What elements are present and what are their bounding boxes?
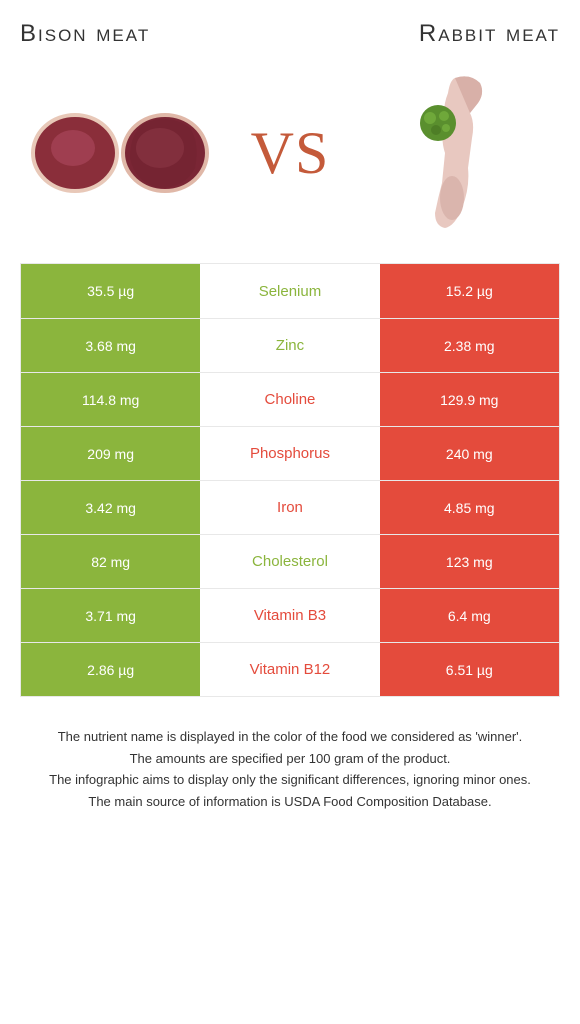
nutrient-name: Vitamin B12 — [200, 643, 379, 696]
value-left: 114.8 mg — [21, 373, 200, 426]
bison-meat-image — [20, 78, 220, 228]
value-right: 240 mg — [380, 427, 559, 480]
nutrient-name: Cholesterol — [200, 535, 379, 588]
table-row: 209 mgPhosphorus240 mg — [21, 426, 559, 480]
nutrient-name: Vitamin B3 — [200, 589, 379, 642]
vs-icon: VS — [251, 119, 330, 188]
footer-line-3: The infographic aims to display only the… — [30, 770, 550, 790]
left-food-title: Bison meat — [20, 20, 150, 48]
table-row: 82 mgCholesterol123 mg — [21, 534, 559, 588]
footer-notes: The nutrient name is displayed in the co… — [20, 727, 560, 813]
nutrient-name: Zinc — [200, 319, 379, 372]
value-right: 6.51 µg — [380, 643, 559, 696]
value-left: 82 mg — [21, 535, 200, 588]
table-row: 3.42 mgIron4.85 mg — [21, 480, 559, 534]
value-left: 3.71 mg — [21, 589, 200, 642]
table-row: 35.5 µgSelenium15.2 µg — [21, 264, 559, 318]
footer-line-2: The amounts are specified per 100 gram o… — [30, 749, 550, 769]
value-left: 3.42 mg — [21, 481, 200, 534]
table-row: 3.68 mgZinc2.38 mg — [21, 318, 559, 372]
footer-line-1: The nutrient name is displayed in the co… — [30, 727, 550, 747]
header-row: Bison meat Rabbit meat — [20, 20, 560, 48]
value-left: 2.86 µg — [21, 643, 200, 696]
footer-line-4: The main source of information is USDA F… — [30, 792, 550, 812]
nutrient-name: Iron — [200, 481, 379, 534]
table-row: 2.86 µgVitamin B126.51 µg — [21, 642, 559, 696]
nutrient-name: Phosphorus — [200, 427, 379, 480]
table-row: 114.8 mgCholine129.9 mg — [21, 372, 559, 426]
value-right: 129.9 mg — [380, 373, 559, 426]
table-row: 3.71 mgVitamin B36.4 mg — [21, 588, 559, 642]
value-right: 123 mg — [380, 535, 559, 588]
nutrient-name: Selenium — [200, 264, 379, 318]
value-left: 3.68 mg — [21, 319, 200, 372]
value-right: 15.2 µg — [380, 264, 559, 318]
right-food-title: Rabbit meat — [419, 20, 560, 48]
images-row: VS — [20, 63, 560, 243]
nutrient-table: 35.5 µgSelenium15.2 µg3.68 mgZinc2.38 mg… — [20, 263, 560, 697]
rabbit-meat-image — [360, 78, 560, 228]
value-right: 6.4 mg — [380, 589, 559, 642]
nutrient-name: Choline — [200, 373, 379, 426]
value-right: 2.38 mg — [380, 319, 559, 372]
value-left: 35.5 µg — [21, 264, 200, 318]
value-right: 4.85 mg — [380, 481, 559, 534]
value-left: 209 mg — [21, 427, 200, 480]
